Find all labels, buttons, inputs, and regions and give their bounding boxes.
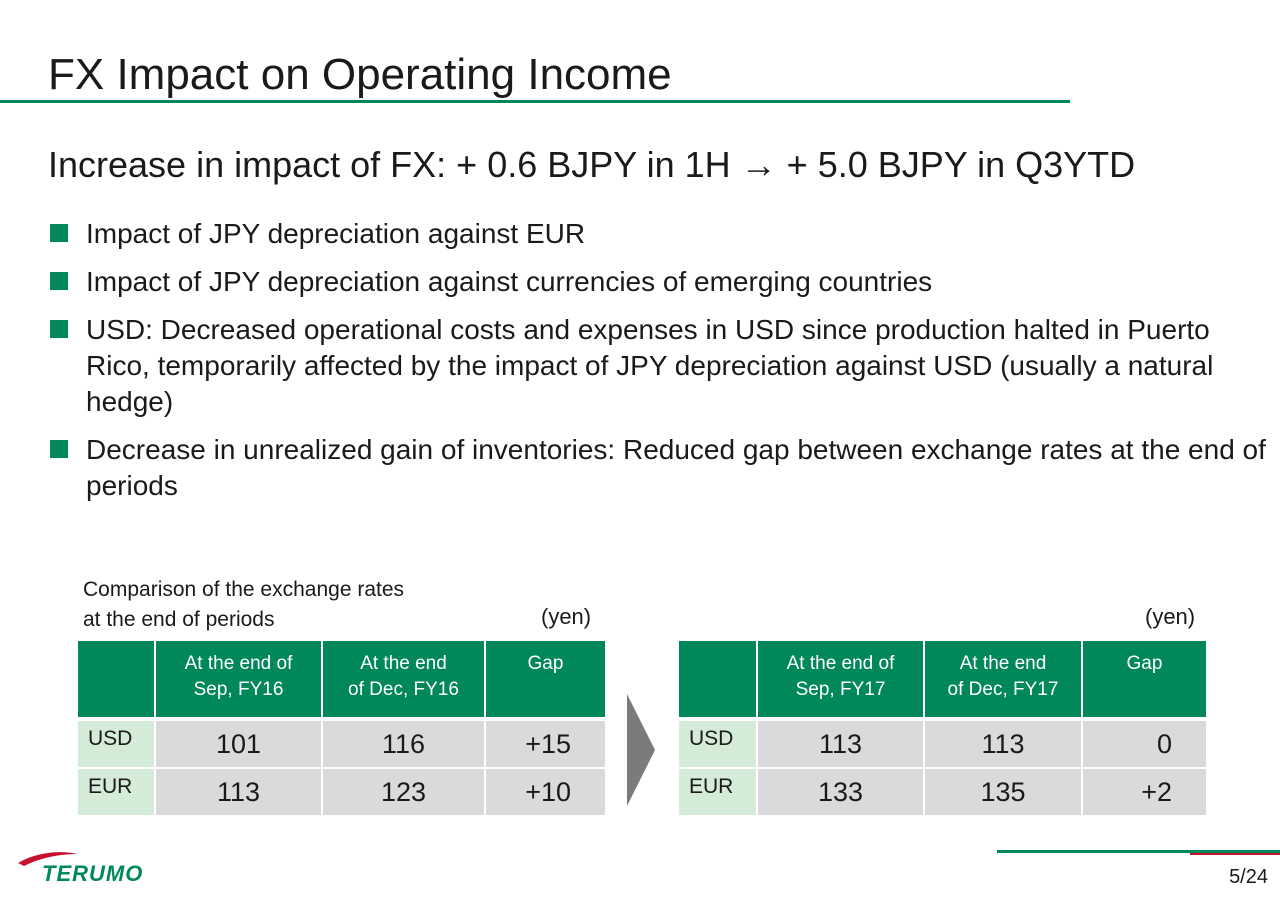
value-cell: 113 — [925, 721, 1083, 769]
fx-table-fy16: At the end of Sep, FY16 At the end of Dec,… — [78, 641, 605, 817]
table-header-row: At the end of Sep, FY16 At the end of Dec,… — [78, 641, 605, 721]
header-cell: At the end of Dec, FY17 — [925, 641, 1083, 721]
unit-label-fy16: (yen) — [541, 604, 592, 629]
bullet-item: USD: Decreased operational costs and exp… — [48, 312, 1273, 420]
terumo-logo: TERUMO — [18, 852, 143, 884]
bullet-text: Impact of JPY depreciation against EUR — [86, 218, 586, 249]
table-row: USD 113 113 0 — [679, 721, 1206, 769]
bullet-text: Decrease in unrealized gain of inventori… — [86, 434, 1266, 501]
value-cell: 113 — [156, 769, 323, 817]
square-bullet-icon — [50, 320, 68, 338]
slide-subtitle: Increase in impact of FX: + 0.6 BJPY in … — [48, 144, 1136, 185]
fx-table-fy17: At the end of Sep, FY17 At the end of Dec,… — [679, 641, 1206, 817]
header-blank-cell — [78, 641, 156, 721]
table-row: EUR 113 123 +10 — [78, 769, 605, 817]
footer-rule — [997, 850, 1280, 853]
value-cell: 101 — [156, 721, 323, 769]
table-header-row: At the end of Sep, FY17 At the end of Dec,… — [679, 641, 1206, 721]
page-number: 5/24 — [1229, 866, 1268, 888]
gap-cell: +15 — [486, 721, 605, 769]
bullet-item: Impact of JPY depreciation against curre… — [48, 264, 1273, 300]
caption-line: Comparison of the exchange rates — [83, 578, 405, 601]
table-row: EUR 133 135 +2 — [679, 769, 1206, 817]
currency-cell: EUR — [679, 769, 758, 817]
table-row: USD 101 116 +15 — [78, 721, 605, 769]
header-cell: At the end of Sep, FY17 — [758, 641, 925, 721]
caption-line: at the end of periods — [83, 608, 275, 631]
header-cell: Gap — [1083, 641, 1206, 721]
footer-accent-rule — [1190, 853, 1280, 855]
bullet-text: Impact of JPY depreciation against curre… — [86, 266, 933, 297]
title-underline — [0, 100, 1070, 103]
currency-cell: USD — [679, 721, 758, 769]
value-cell: 135 — [925, 769, 1083, 817]
bullet-list: Impact of JPY depreciation against EUR I… — [48, 216, 1273, 516]
value-cell: 113 — [758, 721, 925, 769]
value-cell: 116 — [323, 721, 486, 769]
value-cell: 133 — [758, 769, 925, 817]
value-cell: 123 — [323, 769, 486, 817]
bullet-item: Impact of JPY depreciation against EUR — [48, 216, 1273, 252]
header-blank-cell — [679, 641, 758, 721]
bullet-item: Decrease in unrealized gain of inventori… — [48, 432, 1273, 504]
square-bullet-icon — [50, 272, 68, 290]
currency-cell: USD — [78, 721, 156, 769]
currency-cell: EUR — [78, 769, 156, 817]
header-cell: At the end of Sep, FY16 — [156, 641, 323, 721]
logo-swoosh — [18, 852, 78, 866]
gap-cell: 0 — [1083, 721, 1206, 769]
gap-cell: +10 — [486, 769, 605, 817]
logo-wordmark: TERUMO — [42, 861, 143, 884]
table-caption: Comparison of the exchange rates at the … — [83, 575, 404, 635]
right-arrow-icon — [627, 694, 655, 806]
header-cell: At the end of Dec, FY16 — [323, 641, 486, 721]
slide-title: FX Impact on Operating Income — [48, 50, 672, 99]
bullet-text: USD: Decreased operational costs and exp… — [86, 314, 1214, 417]
square-bullet-icon — [50, 224, 68, 242]
header-cell: Gap — [486, 641, 605, 721]
gap-cell: +2 — [1083, 769, 1206, 817]
square-bullet-icon — [50, 440, 68, 458]
unit-label-fy17: (yen) — [1145, 604, 1196, 629]
